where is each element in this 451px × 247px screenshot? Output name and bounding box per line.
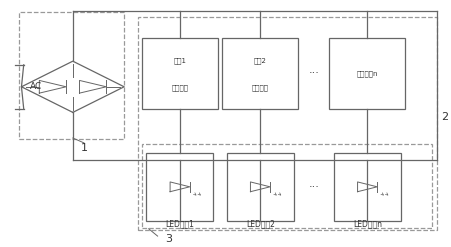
Text: 1: 1	[80, 143, 87, 153]
Text: LED灯串1: LED灯串1	[166, 219, 194, 228]
Text: ···: ···	[308, 68, 319, 78]
Bar	[19, 12, 124, 139]
Bar	[138, 17, 437, 229]
Text: AC: AC	[30, 82, 43, 91]
Text: 恒流电路n: 恒流电路n	[357, 70, 378, 77]
Text: 电路1: 电路1	[174, 58, 186, 64]
Text: LED灯串2: LED灯串2	[246, 219, 275, 228]
Text: 自控恒流: 自控恒流	[171, 85, 189, 91]
Text: 电路2: 电路2	[254, 58, 267, 64]
Text: 3: 3	[165, 234, 172, 244]
Text: 2: 2	[441, 112, 448, 122]
Text: 自控恒流: 自控恒流	[252, 85, 269, 91]
Text: ···: ···	[308, 182, 319, 192]
Text: LED灯串n: LED灯串n	[353, 219, 382, 228]
Bar	[142, 144, 432, 228]
